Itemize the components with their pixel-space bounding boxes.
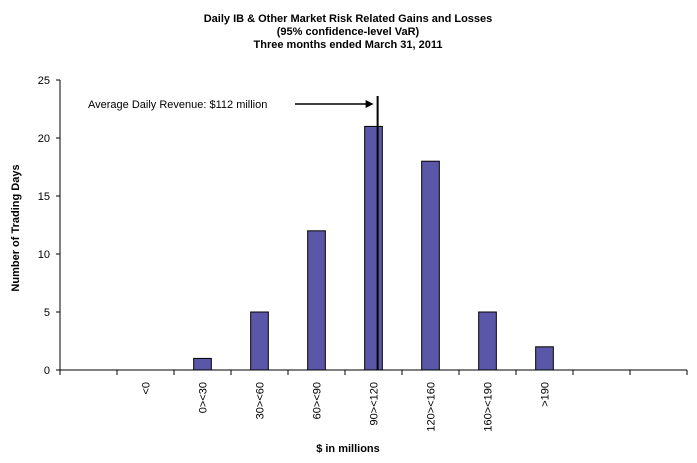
bar [193, 357, 212, 371]
x-axis-title: $ in millions [316, 443, 380, 455]
y-axis-title: Number of Trading Days [10, 164, 22, 291]
y-tick-labels: 0 5 10 15 20 25 [38, 75, 50, 377]
y-tick-label: 10 [38, 249, 50, 261]
bar [307, 230, 326, 371]
average-revenue-annotation: Average Daily Revenue: $112 million [88, 96, 379, 370]
x-tick-labels: <0 0><30 30><60 60><90 90><120 120><160 160><1… [141, 382, 552, 432]
average-revenue-label: Average Daily Revenue: $112 million [88, 99, 267, 111]
y-tick-label: 0 [44, 365, 50, 377]
y-tick-label: 20 [38, 133, 50, 145]
y-tick-label: 5 [44, 307, 50, 319]
bar [421, 160, 440, 371]
bar [535, 346, 554, 371]
x-tick-label: 120><160 [426, 382, 438, 432]
x-tick-label: <0 [141, 382, 153, 395]
chart-title-line-3: Three months ended March 31, 2011 [254, 39, 443, 51]
x-tick-label: >190 [540, 382, 552, 407]
bar [250, 311, 269, 371]
bars [193, 125, 554, 371]
x-tick-label: 160><190 [483, 382, 495, 432]
chart-title-line-2: (95% confidence-level VaR) [277, 26, 420, 38]
x-tick-label: 0><30 [198, 382, 210, 413]
x-tick-label: 90><120 [369, 382, 381, 425]
y-tick-label: 25 [38, 75, 50, 87]
chart-title-line-1: Daily IB & Other Market Risk Related Gai… [204, 13, 493, 25]
bar [364, 125, 383, 371]
bar [478, 311, 497, 371]
annotation-arrow-head [365, 100, 374, 108]
chart-title: Daily IB & Other Market Risk Related Gai… [204, 13, 493, 51]
x-tick-label: 30><60 [255, 382, 267, 419]
x-tick-label: 60><90 [312, 382, 324, 419]
y-tick-label: 15 [38, 191, 50, 203]
